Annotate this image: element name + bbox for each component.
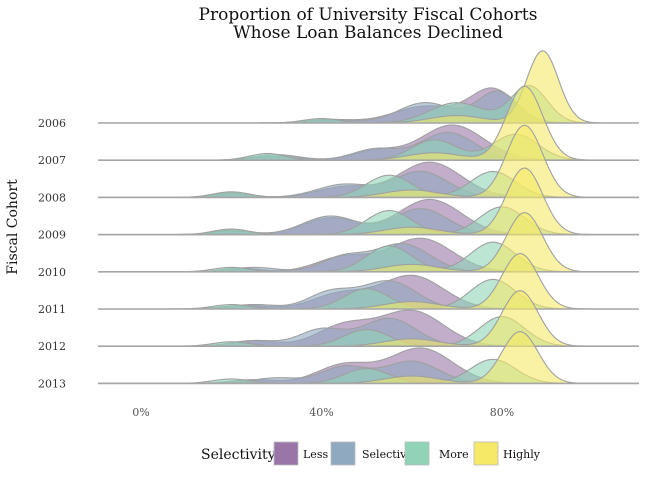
y-tick-2008: 2008 [38, 191, 66, 204]
ridge-row-2012 [98, 290, 639, 348]
ridge-row-2011 [98, 252, 639, 310]
y-axis-label: Fiscal Cohort [5, 179, 21, 275]
chart-title-line-1: Proportion of University Fiscal Cohorts [199, 5, 538, 25]
legend-label-less: Less [303, 448, 328, 461]
y-tick-2006: 2006 [38, 117, 66, 130]
legend-swatch-selective [330, 441, 356, 466]
legend-label-more: More [439, 448, 469, 461]
y-tick-labels: 2006 2007 2008 2009 2010 2011 2012 2013 [38, 117, 66, 390]
y-tick-2012: 2012 [38, 340, 66, 353]
chart-title-line-2: Whose Loan Balances Declined [233, 23, 503, 43]
legend-title: Selectivity: [201, 447, 280, 463]
ridge-row-2009 [98, 167, 639, 236]
x-tick-2: 80% [490, 406, 514, 419]
y-tick-2013: 2013 [38, 377, 66, 390]
ridge-row-2006 [98, 50, 639, 124]
legend-swatch-more [404, 441, 430, 466]
legend-swatch-highly [473, 441, 499, 466]
x-tick-0: 0% [132, 406, 149, 419]
ridge-row-2007 [98, 85, 639, 161]
x-tick-labels: 0% 40% 80% [132, 406, 514, 419]
ridge-row-2013 [98, 331, 639, 385]
legend-label-selective: Selective [362, 448, 413, 461]
x-tick-1: 40% [309, 406, 333, 419]
ridges-layer [98, 50, 639, 385]
y-tick-2009: 2009 [38, 229, 66, 242]
ridge-row-2010 [98, 212, 639, 273]
ridge-row-2008 [98, 124, 639, 199]
legend: Selectivity: Less Selective More Highly [201, 441, 541, 466]
y-tick-2007: 2007 [38, 154, 66, 167]
y-tick-2011: 2011 [38, 303, 66, 316]
legend-swatch-less [273, 441, 299, 466]
y-tick-2010: 2010 [38, 266, 66, 279]
ridge-highly-2006 [98, 50, 639, 124]
legend-label-highly: Highly [503, 448, 541, 461]
